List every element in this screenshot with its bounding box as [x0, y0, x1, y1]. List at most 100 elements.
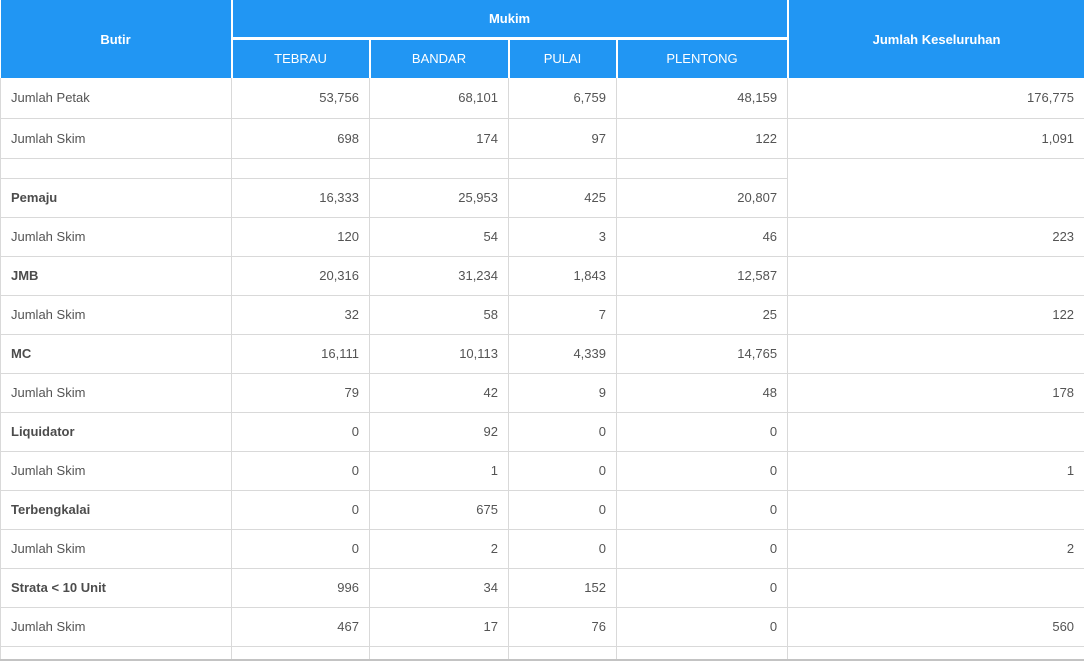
total-cell: 2	[787, 529, 1084, 569]
value-cell-bandar: 68,101	[369, 78, 509, 119]
value-cell-tebrau: 0	[231, 529, 370, 569]
table-row: Jumlah Skim 32 58 7 25 122	[0, 295, 1084, 335]
value-cell-bandar: 58	[369, 295, 509, 335]
value-cell-tebrau: 20,316	[231, 256, 370, 296]
total-cell: 176,775	[787, 78, 1084, 119]
value-cell-plentong: 122	[616, 118, 789, 159]
value-cell	[231, 646, 370, 661]
header-mukim-col-bandar: BANDAR	[369, 38, 510, 78]
value-cell-bandar: 174	[369, 118, 509, 159]
value-cell-pulai: 7	[508, 295, 617, 335]
value-cell-tebrau: 698	[231, 118, 370, 159]
header-jumlah-keseluruhan: Jumlah Keseluruhan	[787, 0, 1084, 78]
value-cell-plentong: 46	[616, 217, 789, 257]
table-row: Jumlah Skim 467 17 76 0 560	[0, 607, 1084, 647]
partial-row	[0, 646, 1084, 661]
value-cell-tebrau: 0	[231, 412, 370, 452]
value-cell-plentong: 25	[616, 295, 789, 335]
table-row: Pemaju 16,333 25,953 425 20,807	[0, 178, 1084, 218]
total-cell	[787, 412, 1084, 452]
table-row: Jumlah Skim 79 42 9 48 178	[0, 373, 1084, 413]
value-cell-tebrau: 120	[231, 217, 370, 257]
value-cell-bandar: 42	[369, 373, 509, 413]
value-cell-bandar: 92	[369, 412, 509, 452]
value-cell-plentong: 0	[616, 529, 789, 569]
total-cell: 1	[787, 451, 1084, 491]
table-row: Jumlah Skim 0 1 0 0 1	[0, 451, 1084, 491]
value-cell-tebrau: 0	[231, 490, 370, 530]
value-cell-bandar: 10,113	[369, 334, 509, 374]
row-label-cell: MC	[0, 334, 232, 374]
header-mukim-col-plentong: PLENTONG	[616, 38, 789, 78]
row-label-cell: JMB	[0, 256, 232, 296]
row-label-cell: Terbengkalai	[0, 490, 232, 530]
value-cell-bandar: 17	[369, 607, 509, 647]
table-header: Butir Mukim Jumlah Keseluruhan TEBRAU BA…	[0, 0, 1084, 78]
value-cell-tebrau: 32	[231, 295, 370, 335]
table-body: Jumlah Petak 53,756 68,101 6,759 48,159 176,7…	[0, 78, 1084, 661]
value-cell-pulai: 1,843	[508, 256, 617, 296]
value-cell-pulai: 76	[508, 607, 617, 647]
value-cell-pulai: 0	[508, 490, 617, 530]
table-row: Terbengkalai 0 675 0 0	[0, 490, 1084, 530]
value-cell-pulai: 152	[508, 568, 617, 608]
value-cell-pulai: 3	[508, 217, 617, 257]
value-cell	[616, 646, 789, 661]
row-label-cell: Pemaju	[0, 178, 232, 218]
value-cell-pulai: 4,339	[508, 334, 617, 374]
header-mukim-group: Mukim	[231, 0, 789, 40]
value-cell-pulai: 97	[508, 118, 617, 159]
value-cell-pulai: 0	[508, 412, 617, 452]
value-cell	[787, 646, 1084, 661]
total-cell	[787, 334, 1084, 374]
value-cell-plentong: 0	[616, 412, 789, 452]
header-butir: Butir	[0, 0, 233, 78]
value-cell-bandar: 25,953	[369, 178, 509, 218]
value-cell-plentong: 14,765	[616, 334, 789, 374]
row-label-cell: Jumlah Skim	[0, 118, 232, 159]
table-row: Jumlah Skim 0 2 0 0 2	[0, 529, 1084, 569]
value-cell	[369, 646, 509, 661]
value-cell-plentong: 12,587	[616, 256, 789, 296]
total-cell	[787, 178, 1084, 218]
value-cell-plentong: 0	[616, 607, 789, 647]
bottom-edge-divider	[0, 659, 1084, 661]
value-cell-bandar: 2	[369, 529, 509, 569]
header-mukim-col-pulai: PULAI	[508, 38, 618, 78]
row-label-cell	[0, 158, 232, 179]
value-cell-tebrau	[231, 158, 370, 179]
value-cell-bandar: 31,234	[369, 256, 509, 296]
total-cell	[787, 256, 1084, 296]
value-cell-pulai: 0	[508, 451, 617, 491]
row-label-cell: Jumlah Petak	[0, 78, 232, 119]
value-cell-plentong	[616, 158, 789, 179]
total-cell: 122	[787, 295, 1084, 335]
table-row: Jumlah Petak 53,756 68,101 6,759 48,159 176,7…	[0, 78, 1084, 119]
spacer-row	[0, 158, 1084, 179]
value-cell-plentong: 48,159	[616, 78, 789, 119]
value-cell-tebrau: 16,333	[231, 178, 370, 218]
row-label-cell: Jumlah Skim	[0, 373, 232, 413]
value-cell-bandar	[369, 158, 509, 179]
total-cell	[787, 490, 1084, 530]
table-row: Jumlah Skim 698 174 97 122 1,091	[0, 118, 1084, 159]
header-mukim-col-tebrau: TEBRAU	[231, 38, 371, 78]
value-cell-tebrau: 79	[231, 373, 370, 413]
value-cell-tebrau: 996	[231, 568, 370, 608]
value-cell-pulai: 6,759	[508, 78, 617, 119]
row-label-cell: Jumlah Skim	[0, 451, 232, 491]
value-cell-plentong: 0	[616, 568, 789, 608]
total-cell: 178	[787, 373, 1084, 413]
row-label-cell: Strata < 10 Unit	[0, 568, 232, 608]
row-label-cell: Jumlah Skim	[0, 529, 232, 569]
row-label-cell	[0, 646, 232, 661]
value-cell-pulai	[508, 158, 617, 179]
table-row: JMB 20,316 31,234 1,843 12,587	[0, 256, 1084, 296]
value-cell-bandar: 54	[369, 217, 509, 257]
value-cell-bandar: 1	[369, 451, 509, 491]
table-row: Jumlah Skim 120 54 3 46 223	[0, 217, 1084, 257]
value-cell-bandar: 675	[369, 490, 509, 530]
value-cell-tebrau: 53,756	[231, 78, 370, 119]
